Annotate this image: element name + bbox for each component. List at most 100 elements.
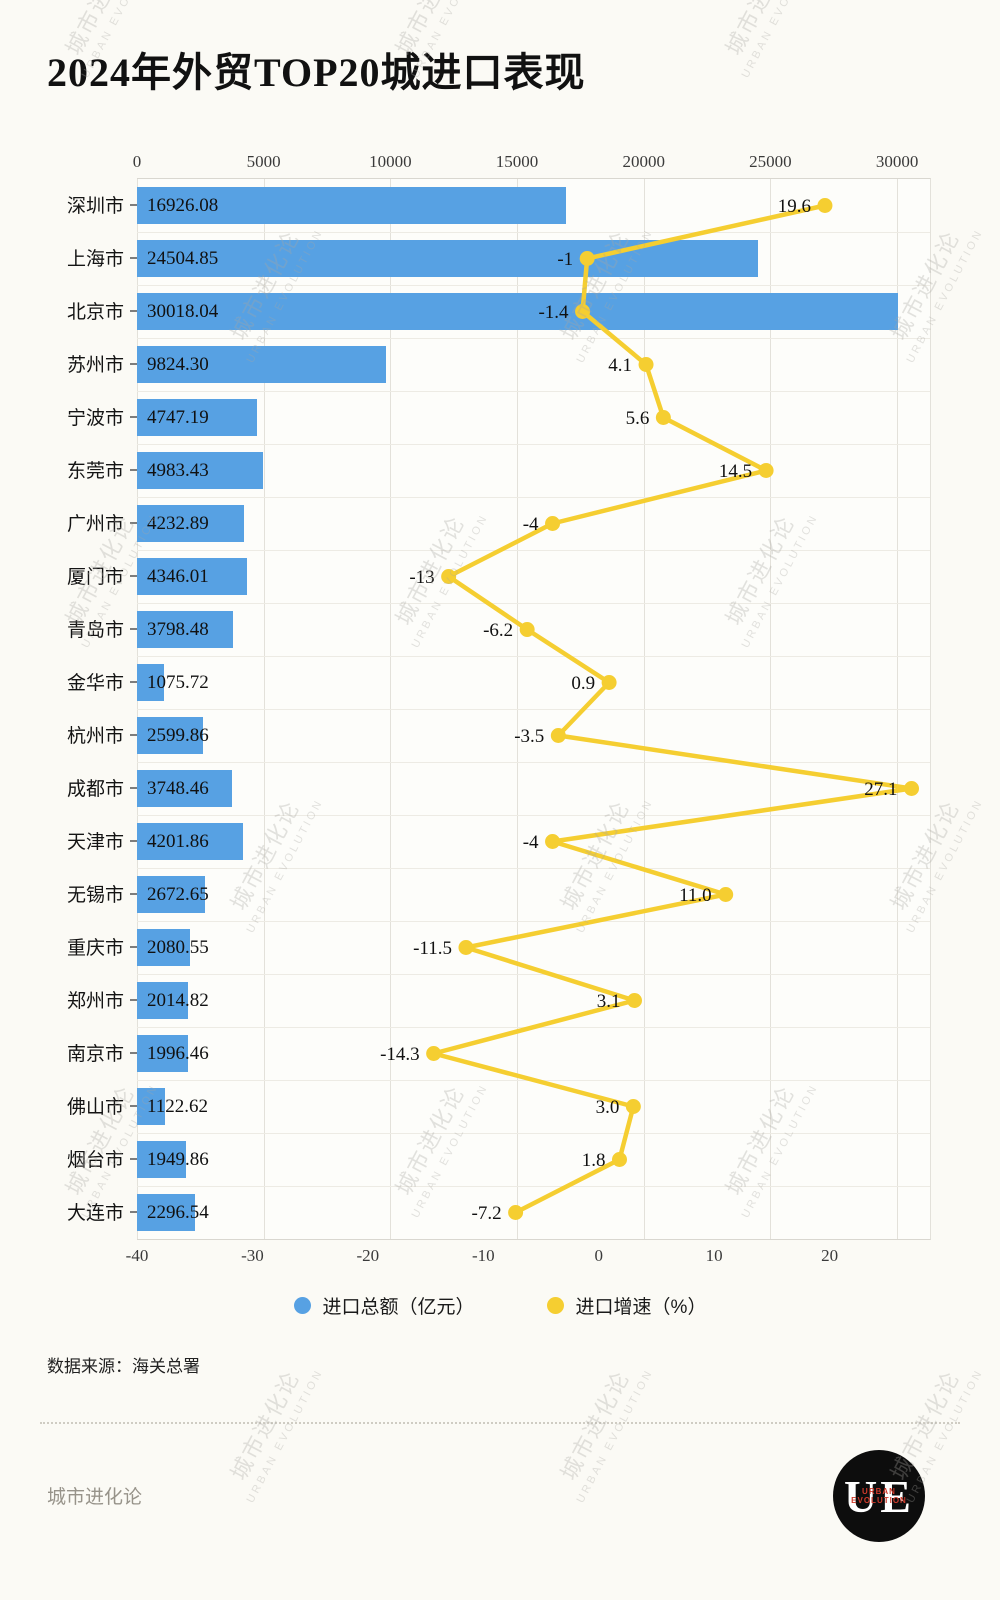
growth-point	[611, 1152, 627, 1167]
legend-dot-yellow	[546, 1297, 564, 1314]
bar-value-label: 1122.62	[147, 1095, 209, 1117]
bar-value-label: 4232.89	[147, 512, 209, 534]
page-title: 2024年外贸TOP20城进口表现	[47, 50, 586, 95]
growth-value-label: -1	[557, 249, 573, 270]
category-label-text: 大连市	[66, 1203, 124, 1224]
top-axis-tick: 30000	[875, 152, 919, 171]
category-label: 佛山市	[47, 1079, 137, 1132]
watermark-cn-text: 城市进化论	[721, 0, 800, 60]
import-total-bar	[137, 982, 189, 1019]
category-label-text: 重庆市	[66, 938, 124, 959]
category-label-text: 金华市	[66, 673, 124, 694]
import-total-bar	[137, 1194, 196, 1231]
row-separator	[137, 656, 930, 657]
axis-tick-mark	[130, 627, 137, 630]
import-total-bar	[137, 717, 203, 754]
import-total-bar	[137, 505, 245, 542]
growth-value-label: 11.0	[679, 885, 712, 906]
growth-point	[718, 887, 734, 902]
row-separator	[137, 1133, 930, 1134]
category-label: 无锡市	[47, 867, 137, 920]
growth-point	[426, 1046, 442, 1061]
category-label: 天津市	[47, 814, 137, 867]
category-label: 成都市	[47, 761, 137, 814]
growth-value-label: 0.9	[571, 673, 595, 694]
growth-value-label: -14.3	[380, 1044, 420, 1065]
growth-point	[625, 1099, 641, 1114]
growth-value-label: 19.6	[778, 196, 811, 217]
import-total-bar	[137, 399, 258, 436]
top-axis-tick: 10000	[369, 152, 412, 171]
bar-value-label: 3798.48	[147, 618, 209, 640]
category-label: 广州市	[47, 496, 137, 549]
data-source-note: 数据来源：海关总署	[47, 1357, 200, 1376]
ue-logo: UE URBAN EVOLUTION	[833, 1450, 925, 1542]
import-total-bar	[137, 187, 566, 224]
watermark-en-text: URBAN EVOLUTION	[739, 0, 821, 81]
bar-value-label: 24504.85	[147, 247, 219, 269]
axis-tick-mark	[130, 415, 137, 418]
growth-value-label: 3.0	[596, 1097, 620, 1118]
category-label: 宁波市	[47, 390, 137, 443]
growth-value-label: -6.2	[483, 620, 513, 641]
category-label: 郑州市	[47, 973, 137, 1026]
legend-label-import-total: 进口总额（亿元）	[322, 1297, 475, 1318]
growth-value-label: 1.8	[582, 1150, 606, 1171]
axis-tick-mark	[130, 574, 137, 577]
growth-value-label: -1.4	[538, 302, 569, 323]
bar-value-label: 2080.55	[147, 936, 209, 958]
growth-line	[431, 203, 914, 1215]
growth-value-label: 5.6	[626, 408, 650, 429]
axis-tick-mark	[130, 362, 137, 365]
category-label-text: 东莞市	[66, 461, 124, 482]
logo-subtext: URBAN EVOLUTION	[851, 1487, 907, 1505]
growth-point	[627, 993, 643, 1008]
axis-tick-mark	[130, 256, 137, 259]
import-total-bar	[137, 823, 244, 860]
plot-row: 深圳市 上海市 北京市 苏州市 宁波市 东莞市 广州市 厦门市 青岛市 金华市 杭州市 成都市 天津市无…	[47, 178, 931, 1240]
import-total-bar	[137, 876, 205, 913]
bar-value-label: 4983.43	[147, 459, 209, 481]
category-label: 重庆市	[47, 920, 137, 973]
category-label-text: 佛山市	[66, 1097, 124, 1118]
axis-tick-mark	[130, 1104, 137, 1107]
axis-tick-mark	[130, 998, 137, 1001]
footer-brand: 城市进化论	[47, 1487, 143, 1508]
category-label-text: 成都市	[66, 779, 124, 800]
growth-point	[508, 1205, 524, 1220]
bar-value-label: 16926.08	[147, 194, 219, 216]
growth-point	[579, 251, 595, 266]
category-label: 厦门市	[47, 549, 137, 602]
bar-value-label: 4346.01	[147, 565, 209, 587]
category-label: 苏州市	[47, 337, 137, 390]
bar-value-label: 2014.82	[147, 989, 209, 1011]
dotted-divider	[40, 1422, 960, 1424]
growth-value-label: 14.5	[719, 461, 752, 482]
plot-area: 19.6 -1 -1.4 4.1 5.6 14.5 -4 -13 -6.2 0.9 -3.5 27.1…	[137, 178, 931, 1240]
import-total-bar	[137, 346, 386, 383]
legend: 进口总额（亿元） 进口增速（%）	[0, 1292, 1000, 1319]
bar-value-label: 1075.72	[147, 671, 209, 693]
row-separator	[137, 762, 930, 763]
category-label-text: 天津市	[66, 832, 124, 853]
bar-value-label: 3748.46	[147, 777, 209, 799]
category-label-text: 青岛市	[66, 620, 124, 641]
watermark-text: 城市进化论 URBAN EVOLUTION	[215, 1351, 326, 1506]
bar-value-label: 30018.04	[147, 300, 219, 322]
category-label-text: 广州市	[66, 514, 124, 535]
category-label-text: 南京市	[66, 1044, 124, 1065]
growth-value-label: 3.1	[597, 991, 621, 1012]
legend-item-import-growth: 进口增速（%）	[546, 1292, 706, 1319]
axis-tick-mark	[130, 680, 137, 683]
category-label-text: 宁波市	[66, 408, 124, 429]
watermark-text: 城市进化论 URBAN EVOLUTION	[710, 0, 821, 80]
category-label: 杭州市	[47, 708, 137, 761]
bottom-axis-tick: -10	[471, 1246, 495, 1265]
row-separator	[137, 232, 930, 233]
bar-value-label: 9824.30	[147, 353, 209, 375]
growth-point	[575, 304, 591, 319]
import-total-bar	[137, 452, 264, 489]
growth-point	[758, 463, 774, 478]
watermark-en-text: URBAN EVOLUTION	[244, 1366, 326, 1506]
category-label: 深圳市	[47, 178, 137, 231]
